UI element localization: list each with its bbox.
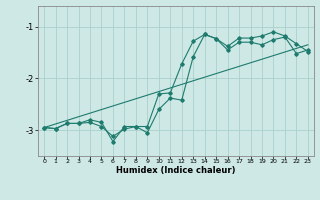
X-axis label: Humidex (Indice chaleur): Humidex (Indice chaleur)	[116, 166, 236, 175]
